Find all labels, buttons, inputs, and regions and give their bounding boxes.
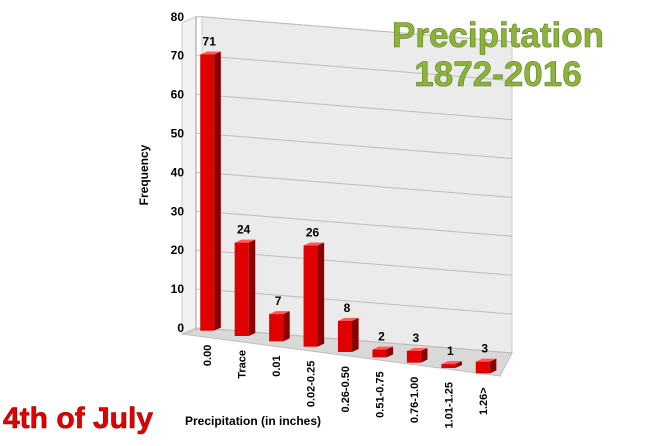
- bar-front: [406, 350, 421, 363]
- bar-front: [269, 314, 284, 342]
- bar: [200, 51, 221, 331]
- data-label: 3: [413, 331, 420, 345]
- gridline: [201, 55, 513, 82]
- bar: [441, 361, 462, 368]
- data-label: 1: [447, 344, 454, 358]
- y-tick-label: 80: [171, 10, 185, 24]
- y-tick-label: 50: [171, 127, 185, 141]
- y-tick-label: 60: [171, 88, 185, 102]
- gridline: [201, 94, 513, 121]
- y-tick-label: 70: [171, 49, 185, 63]
- data-label: 71: [203, 34, 217, 48]
- x-tick-label: Trace: [237, 350, 249, 379]
- y-axis-label: Frequency: [137, 144, 151, 205]
- x-tick-label: 1.01-1.25: [443, 382, 455, 428]
- bar-top: [234, 239, 256, 243]
- bar: [372, 346, 394, 358]
- bar-front: [200, 54, 215, 331]
- gridline: [201, 171, 513, 198]
- bar-front: [303, 245, 318, 347]
- x-axis-ticks: 0.00 Trace 0.01 0.02-0.25 0.26-0.50 0.51-0.75…: [202, 345, 490, 429]
- x-tick-label: 0.01: [271, 355, 283, 376]
- y-tick-label: 30: [171, 204, 185, 218]
- bar: [303, 242, 325, 347]
- gridline: [201, 16, 513, 43]
- data-label: 7: [275, 294, 282, 308]
- bar-front: [234, 242, 249, 336]
- bar-front: [441, 364, 456, 368]
- x-tick-label: 0.02-0.25: [306, 361, 318, 407]
- x-tick-label: 0.26-0.50: [340, 366, 352, 412]
- bar: [234, 239, 256, 336]
- x-tick-label: 0.76-1.00: [409, 377, 421, 423]
- bar-side: [489, 358, 497, 374]
- data-labels: 71 24 7 26 8 2 3 1 3: [203, 34, 489, 358]
- data-label: 26: [306, 226, 320, 240]
- y-tick-label: 10: [171, 282, 185, 296]
- bar-top: [200, 51, 221, 55]
- chart-bars: [200, 51, 497, 374]
- bar-side: [214, 51, 221, 331]
- chart-title-line-1: Precipitation: [392, 16, 604, 55]
- data-label: 2: [378, 330, 385, 344]
- chart-title-line-2: 1872-2016: [414, 55, 581, 94]
- bar-side: [352, 317, 359, 352]
- data-label: 8: [344, 301, 351, 315]
- bar-front: [372, 349, 387, 358]
- bar-side: [386, 346, 394, 358]
- y-tick-label: 20: [171, 243, 185, 257]
- bar-side: [317, 242, 325, 347]
- bar: [406, 347, 428, 363]
- x-tick-label: 1.26>: [478, 387, 490, 415]
- bar-top: [338, 317, 359, 321]
- y-tick-label: 0: [177, 321, 184, 335]
- y-tick-label: 40: [171, 165, 185, 179]
- bar-side: [248, 239, 256, 336]
- bar-top: [303, 242, 325, 246]
- gridline: [201, 133, 513, 159]
- bar-side: [283, 311, 290, 342]
- x-axis-label: Precipitation (in inches): [185, 414, 321, 428]
- bar-side: [420, 347, 428, 363]
- bar-side: [455, 361, 462, 368]
- bar-top: [372, 346, 394, 350]
- data-label: 3: [481, 342, 488, 356]
- side-wall: [181, 16, 197, 335]
- gridline: [201, 210, 513, 237]
- bar: [338, 317, 359, 352]
- bar-front: [338, 320, 352, 352]
- x-tick-label: 0.51-0.75: [374, 371, 386, 417]
- bar-top: [475, 358, 497, 362]
- x-tick-label: 0.00: [202, 345, 214, 366]
- data-label: 24: [237, 223, 251, 237]
- bar: [269, 311, 290, 342]
- y-axis-ticks: 0 10 20 30 40 50 60 70 80: [171, 10, 185, 335]
- chart-subtitle: 4th of July: [3, 402, 153, 435]
- bar-front: [475, 361, 490, 374]
- bar-top: [441, 361, 462, 365]
- bar: [475, 358, 497, 374]
- bar-top: [406, 347, 428, 351]
- bar-top: [269, 311, 290, 315]
